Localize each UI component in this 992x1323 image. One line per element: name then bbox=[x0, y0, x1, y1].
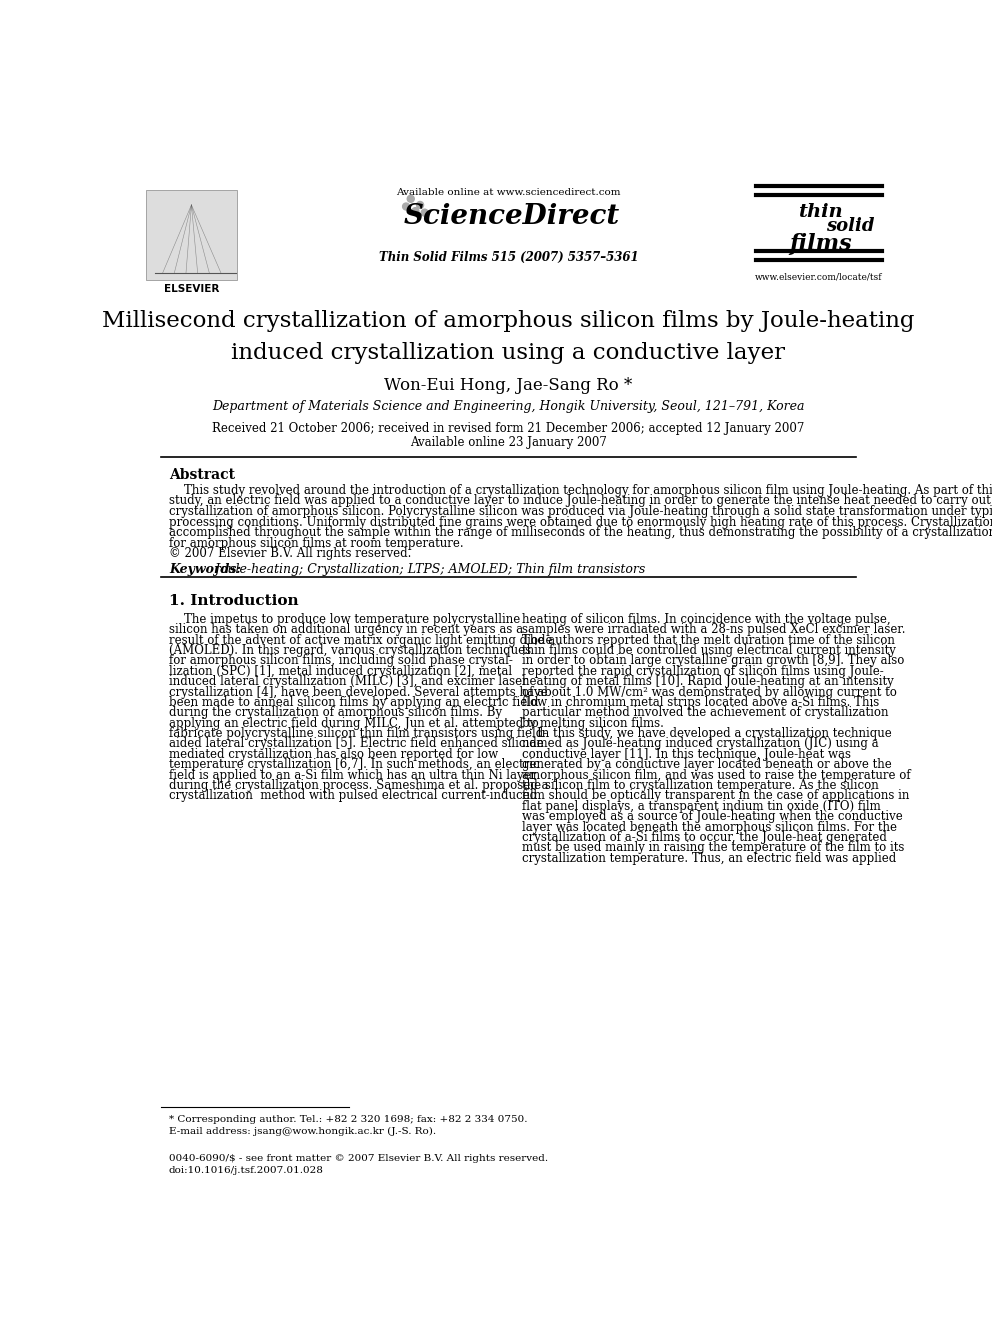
Text: www.elsevier.com/locate/tsf: www.elsevier.com/locate/tsf bbox=[755, 273, 882, 282]
Text: samples were irradiated with a 28-ns pulsed XeCl excimer laser.: samples were irradiated with a 28-ns pul… bbox=[523, 623, 906, 636]
Circle shape bbox=[403, 202, 410, 210]
Text: by melting silicon films.: by melting silicon films. bbox=[523, 717, 665, 730]
Text: for amorphous silicon films, including solid phase crystal-: for amorphous silicon films, including s… bbox=[169, 655, 513, 667]
Circle shape bbox=[412, 208, 419, 214]
Text: Abstract: Abstract bbox=[169, 468, 235, 483]
Text: Received 21 October 2006; received in revised form 21 December 2006; accepted 12: Received 21 October 2006; received in re… bbox=[212, 422, 805, 435]
Text: result of the advent of active matrix organic light emitting diode: result of the advent of active matrix or… bbox=[169, 634, 553, 647]
Text: conductive layer [11]. In this technique, Joule-heat was: conductive layer [11]. In this technique… bbox=[523, 747, 851, 761]
Text: flat panel displays, a transparent indium tin oxide (ITO) film: flat panel displays, a transparent indiu… bbox=[523, 800, 881, 812]
Text: the silicon film to crystallization temperature. As the silicon: the silicon film to crystallization temp… bbox=[523, 779, 879, 792]
Text: films: films bbox=[789, 233, 851, 255]
Text: during the crystallization process. Sameshima et al. proposed a: during the crystallization process. Same… bbox=[169, 779, 549, 792]
Text: crystallization temperature. Thus, an electric field was applied: crystallization temperature. Thus, an el… bbox=[523, 852, 897, 865]
Text: field is applied to an a-Si film which has an ultra thin Ni layer: field is applied to an a-Si film which h… bbox=[169, 769, 537, 782]
Text: crystallization of amorphous silicon. Polycrystalline silicon was produced via J: crystallization of amorphous silicon. Po… bbox=[169, 505, 992, 517]
Text: Keywords:: Keywords: bbox=[169, 562, 241, 576]
Text: been made to anneal silicon films by applying an electric field: been made to anneal silicon films by app… bbox=[169, 696, 539, 709]
Text: crystallization of a-Si films to occur, the Joule-heat generated: crystallization of a-Si films to occur, … bbox=[523, 831, 887, 844]
Text: heating of silicon films. In coincidence with the voltage pulse,: heating of silicon films. In coincidence… bbox=[523, 613, 891, 626]
Text: crystallization [4], have been developed. Several attempts have: crystallization [4], have been developed… bbox=[169, 685, 548, 699]
Circle shape bbox=[408, 196, 415, 202]
Text: film should be optically transparent in the case of applications in: film should be optically transparent in … bbox=[523, 790, 910, 803]
Text: for amorphous silicon films at room temperature.: for amorphous silicon films at room temp… bbox=[169, 537, 463, 550]
Text: Available online 23 January 2007: Available online 23 January 2007 bbox=[410, 437, 607, 448]
Text: heating of metal films [10]. Rapid Joule-heating at an intensity: heating of metal films [10]. Rapid Joule… bbox=[523, 675, 894, 688]
Text: doi:10.1016/j.tsf.2007.01.028: doi:10.1016/j.tsf.2007.01.028 bbox=[169, 1166, 323, 1175]
Text: in order to obtain large crystalline grain growth [8,9]. They also: in order to obtain large crystalline gra… bbox=[523, 655, 905, 667]
Text: Joule-heating; Crystallization; LTPS; AMOLED; Thin film transistors: Joule-heating; Crystallization; LTPS; AM… bbox=[210, 562, 645, 576]
Text: thin films could be controlled using electrical current intensity: thin films could be controlled using ele… bbox=[523, 644, 896, 658]
Text: applying an electric field during MILC, Jun et al. attempted to: applying an electric field during MILC, … bbox=[169, 717, 539, 730]
Text: * Corresponding author. Tel.: +82 2 320 1698; fax: +82 2 334 0750.: * Corresponding author. Tel.: +82 2 320 … bbox=[169, 1115, 528, 1125]
Text: ScienceDirect: ScienceDirect bbox=[404, 204, 620, 230]
Text: was employed as a source of Joule-heating when the conductive: was employed as a source of Joule-heatin… bbox=[523, 810, 903, 823]
Text: Won-Eui Hong, Jae-Sang Ro *: Won-Eui Hong, Jae-Sang Ro * bbox=[384, 377, 633, 394]
Text: Available online at www.sciencedirect.com: Available online at www.sciencedirect.co… bbox=[396, 188, 621, 197]
Text: of about 1.0 MW/cm² was demonstrated by allowing current to: of about 1.0 MW/cm² was demonstrated by … bbox=[523, 685, 897, 699]
Text: E-mail address: jsang@wow.hongik.ac.kr (J.-S. Ro).: E-mail address: jsang@wow.hongik.ac.kr (… bbox=[169, 1127, 436, 1135]
Text: layer was located beneath the amorphous silicon films. For the: layer was located beneath the amorphous … bbox=[523, 820, 898, 833]
Text: must be used mainly in raising the temperature of the film to its: must be used mainly in raising the tempe… bbox=[523, 841, 905, 855]
Text: amorphous silicon film, and was used to raise the temperature of: amorphous silicon film, and was used to … bbox=[523, 769, 911, 782]
Text: accomplished throughout the sample within the range of milliseconds of the heati: accomplished throughout the sample withi… bbox=[169, 527, 992, 540]
Text: lization (SPC) [1], metal induced crystallization [2], metal: lization (SPC) [1], metal induced crysta… bbox=[169, 664, 512, 677]
Text: generated by a conductive layer located beneath or above the: generated by a conductive layer located … bbox=[523, 758, 892, 771]
Text: The impetus to produce low temperature polycrystalline: The impetus to produce low temperature p… bbox=[169, 613, 520, 626]
Text: (AMOLED). In this regard, various crystallization techniques: (AMOLED). In this regard, various crysta… bbox=[169, 644, 531, 658]
Text: induced lateral crystallization (MILC) [3], and excimer laser: induced lateral crystallization (MILC) [… bbox=[169, 675, 528, 688]
Text: solid: solid bbox=[826, 217, 875, 235]
Text: particular method involved the achievement of crystallization: particular method involved the achieveme… bbox=[523, 706, 889, 720]
Text: fabricate polycrystalline silicon thin film transistors using field-: fabricate polycrystalline silicon thin f… bbox=[169, 728, 548, 740]
Circle shape bbox=[422, 209, 429, 216]
Text: aided lateral crystallization [5]. Electric field enhanced silicide: aided lateral crystallization [5]. Elect… bbox=[169, 737, 544, 750]
Text: named as Joule-heating induced crystallization (JIC) using a: named as Joule-heating induced crystalli… bbox=[523, 737, 879, 750]
Text: 0040-6090/$ - see front matter © 2007 Elsevier B.V. All rights reserved.: 0040-6090/$ - see front matter © 2007 El… bbox=[169, 1155, 548, 1163]
Text: The authors reported that the melt duration time of the silicon: The authors reported that the melt durat… bbox=[523, 634, 895, 647]
Text: © 2007 Elsevier B.V. All rights reserved.: © 2007 Elsevier B.V. All rights reserved… bbox=[169, 548, 412, 561]
Text: flow in chromium metal strips located above a-Si films. This: flow in chromium metal strips located ab… bbox=[523, 696, 880, 709]
Text: Department of Materials Science and Engineering, Hongik University, Seoul, 121–7: Department of Materials Science and Engi… bbox=[212, 400, 805, 413]
Text: ELSEVIER: ELSEVIER bbox=[164, 283, 219, 294]
Text: 1. Introduction: 1. Introduction bbox=[169, 594, 299, 609]
Text: reported the rapid crystallization of silicon films using Joule-: reported the rapid crystallization of si… bbox=[523, 664, 884, 677]
Text: during the crystallization of amorphous silicon films. By: during the crystallization of amorphous … bbox=[169, 706, 502, 720]
Circle shape bbox=[417, 201, 424, 209]
Text: thin: thin bbox=[799, 204, 843, 221]
Text: silicon has taken on additional urgency in recent years as a: silicon has taken on additional urgency … bbox=[169, 623, 523, 636]
Text: processing conditions. Uniformly distributed fine grains were obtained due to en: processing conditions. Uniformly distrib… bbox=[169, 516, 992, 529]
Bar bbox=[146, 189, 237, 280]
Text: temperature crystallization [6,7]. In such methods, an electric: temperature crystallization [6,7]. In su… bbox=[169, 758, 540, 771]
Text: Millisecond crystallization of amorphous silicon films by Joule-heating
induced : Millisecond crystallization of amorphous… bbox=[102, 310, 915, 364]
Text: crystallization  method with pulsed electrical current-induced: crystallization method with pulsed elect… bbox=[169, 790, 537, 803]
Text: mediated crystallization has also been reported for low: mediated crystallization has also been r… bbox=[169, 747, 498, 761]
Text: In this study, we have developed a crystallization technique: In this study, we have developed a cryst… bbox=[523, 728, 892, 740]
Text: Thin Solid Films 515 (2007) 5357–5361: Thin Solid Films 515 (2007) 5357–5361 bbox=[379, 251, 638, 265]
Text: study, an electric field was applied to a conductive layer to induce Joule-heati: study, an electric field was applied to … bbox=[169, 495, 992, 507]
Text: This study revolved around the introduction of a crystallization technology for : This study revolved around the introduct… bbox=[169, 484, 992, 496]
